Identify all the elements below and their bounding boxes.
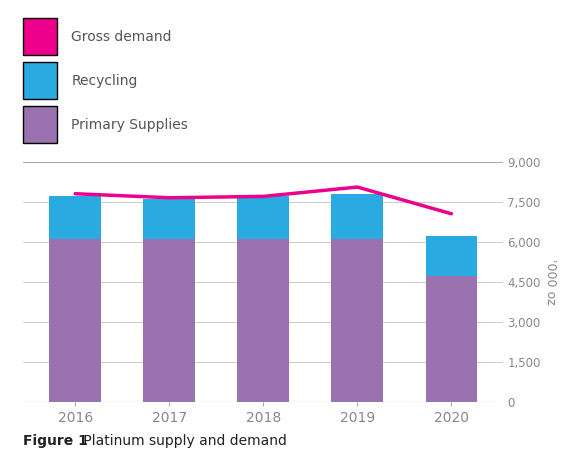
Text: Platinum supply and demand: Platinum supply and demand xyxy=(79,434,287,448)
Bar xyxy=(49,196,101,239)
FancyBboxPatch shape xyxy=(23,62,57,99)
FancyBboxPatch shape xyxy=(23,106,57,143)
Bar xyxy=(143,239,195,402)
Bar xyxy=(425,237,477,276)
Bar xyxy=(238,239,289,402)
Bar xyxy=(332,194,383,239)
Y-axis label: '000 oz: '000 oz xyxy=(544,259,558,304)
Bar xyxy=(238,196,289,239)
Text: Figure 1: Figure 1 xyxy=(23,434,88,448)
Bar xyxy=(425,276,477,402)
Bar xyxy=(332,239,383,402)
Bar xyxy=(49,239,101,402)
Text: Primary Supplies: Primary Supplies xyxy=(71,117,188,132)
Bar xyxy=(143,199,195,239)
Text: Gross demand: Gross demand xyxy=(71,30,172,43)
Text: Recycling: Recycling xyxy=(71,73,137,88)
FancyBboxPatch shape xyxy=(23,18,57,55)
